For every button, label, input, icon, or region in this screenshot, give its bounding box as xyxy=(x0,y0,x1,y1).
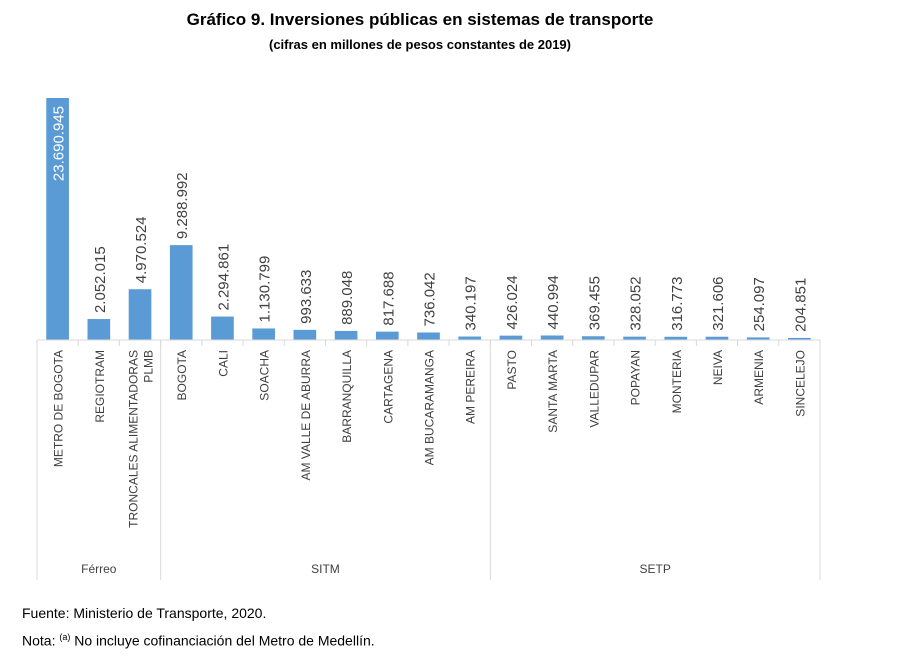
source-note: Fuente: Ministerio de Transporte, 2020. xyxy=(22,605,267,621)
chart-title: Gráfico 9. Inversiones públicas en siste… xyxy=(186,10,654,29)
category-label: TRONCALES ALIMENTADORAS xyxy=(127,350,141,528)
bar xyxy=(87,319,111,340)
bar-value-label: 426.024 xyxy=(504,275,521,329)
bar-value-label: 204.851 xyxy=(792,278,809,332)
category-label: PASTO xyxy=(505,350,519,390)
category-label: REGIOTRAM xyxy=(93,350,107,423)
bar-value-label: 2.294.861 xyxy=(215,244,232,311)
bar xyxy=(582,336,605,340)
category-label: SOACHA xyxy=(258,350,272,401)
bar xyxy=(540,335,564,340)
bar-value-label: 340.197 xyxy=(463,276,480,330)
bar-value-label: 328.052 xyxy=(628,276,645,330)
footnote: Nota: (a) No incluye cofinanciación del … xyxy=(22,632,375,649)
bar-value-label: 889.048 xyxy=(339,271,356,325)
bar-value-label: 369.455 xyxy=(586,276,603,330)
bar-value-label: 9.288.992 xyxy=(174,172,191,239)
bar-chart: 23.690.945 METRO DE BOGOTA 2.052.015 REGIOT… xyxy=(36,98,821,580)
category-label: SINCELEJO xyxy=(793,350,807,417)
bar xyxy=(169,245,193,340)
bar xyxy=(211,316,234,340)
bar-value-label: 1.130.799 xyxy=(257,256,274,323)
bar xyxy=(417,332,440,340)
bar xyxy=(664,336,688,340)
category-label: ARMENIA xyxy=(752,350,766,405)
category-label: NEIVA xyxy=(711,350,725,385)
category-label: VALLEDUPAR xyxy=(587,350,601,428)
bar xyxy=(788,337,811,340)
category-label: AM VALLE DE ABURRA xyxy=(299,350,313,481)
category-label: AM BUCARAMANGA xyxy=(423,350,437,465)
bar-value-label: 316.773 xyxy=(669,277,686,331)
bar-value-label: 321.606 xyxy=(710,276,727,330)
chart-subtitle: (cifras en millones de pesos constantes … xyxy=(268,37,571,52)
bar xyxy=(746,337,770,340)
category-label: CARTAGENA xyxy=(381,350,395,424)
category-label: CALI xyxy=(216,350,230,377)
category-label: PLMB xyxy=(142,350,156,383)
footnote-prefix: Nota: xyxy=(22,632,60,649)
category-label: MONTERIA xyxy=(670,350,684,413)
bar-value-label: 736.042 xyxy=(422,272,439,326)
bar xyxy=(46,98,69,340)
category-label: POPAYAN xyxy=(629,350,643,405)
bar xyxy=(252,328,275,340)
bar-value-label: 440.994 xyxy=(545,275,562,329)
bar-value-label: 993.633 xyxy=(298,270,315,324)
category-label: SANTA MARTA xyxy=(546,350,560,433)
bar-value-label: 4.970.524 xyxy=(133,216,150,283)
category-label: AM PEREIRA xyxy=(464,350,478,424)
group-label: Férreo xyxy=(81,562,117,576)
bar-value-label: 2.052.015 xyxy=(92,246,109,313)
bar xyxy=(293,329,317,340)
bar-value-label: 23.690.945 xyxy=(51,106,68,181)
bar xyxy=(334,330,358,340)
bar xyxy=(623,336,646,340)
bar-value-label: 817.688 xyxy=(380,271,397,325)
group-label: SITM xyxy=(311,562,340,576)
bar xyxy=(375,331,399,340)
category-label: BOGOTA xyxy=(175,350,189,400)
footnote-text: No incluye cofinanciación del Metro de M… xyxy=(70,632,375,649)
bar xyxy=(705,336,729,340)
group-label: SETP xyxy=(639,562,670,576)
footnote-marker: (a) xyxy=(59,632,71,642)
bar xyxy=(128,289,152,340)
category-label: METRO DE BOGOTA xyxy=(52,350,66,467)
category-label: BARRANQUILLA xyxy=(340,350,354,443)
bar-value-label: 254.097 xyxy=(751,277,768,331)
bar xyxy=(458,336,482,340)
bar xyxy=(499,335,523,340)
